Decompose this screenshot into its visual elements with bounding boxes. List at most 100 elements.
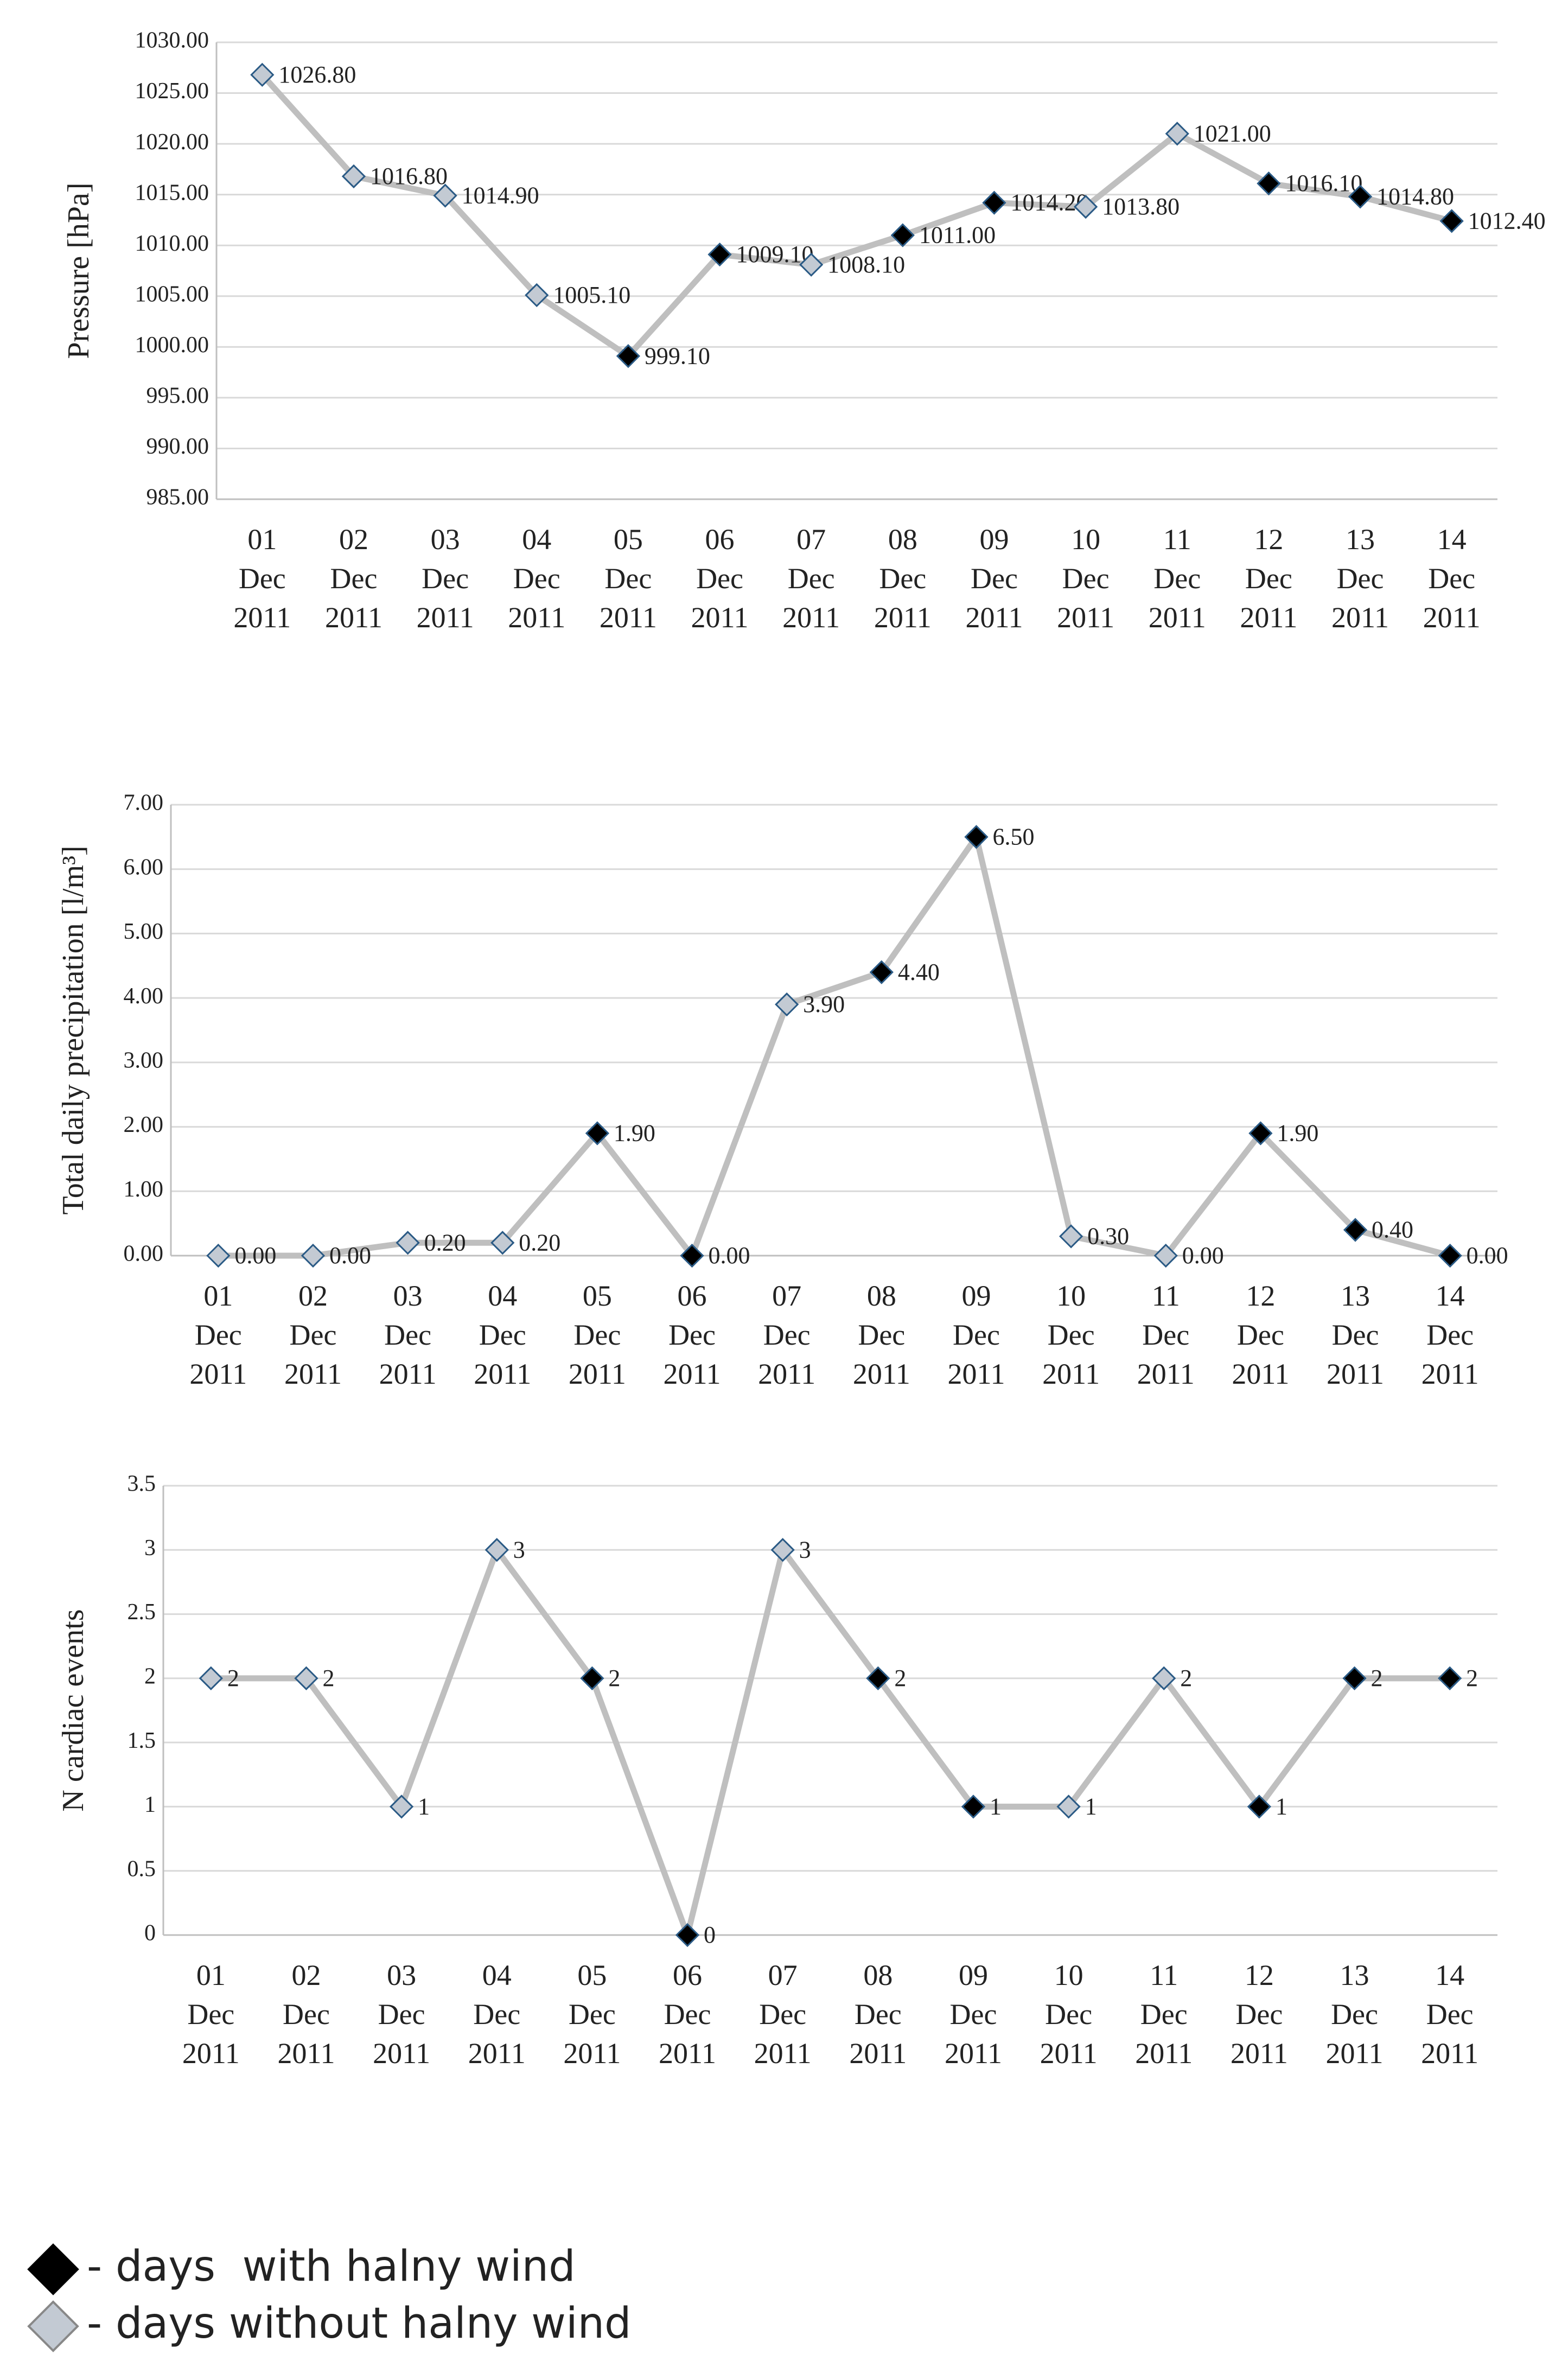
x-tick-label: 10 Dec 2011 (1057, 523, 1115, 634)
y-tick-label: 3 (144, 1536, 156, 1561)
y-tick-label: 1015.00 (135, 180, 209, 205)
data-label: 1026.80 (278, 61, 356, 88)
data-label: 0.40 (1372, 1217, 1413, 1243)
data-point (1247, 1794, 1272, 1819)
data-label: 0.00 (329, 1242, 371, 1269)
data-label: 1009.10 (736, 241, 814, 268)
y-tick-label: 2.00 (124, 1112, 164, 1137)
data-point (206, 1243, 231, 1268)
data-point (389, 1794, 414, 1819)
x-tick-label: 10 Dec 2011 (1042, 1280, 1100, 1390)
data-point (1152, 1666, 1176, 1690)
y-tick-label: 7.00 (124, 791, 164, 816)
data-point (1153, 1243, 1178, 1268)
data-point (301, 1243, 326, 1268)
y-tick-label: 1010.00 (135, 231, 209, 256)
y-tick-label: 3.00 (124, 1048, 164, 1073)
data-point (1342, 1666, 1367, 1690)
data-point (525, 283, 549, 308)
y-tick-label: 2 (144, 1664, 156, 1689)
data-label: 1016.10 (1285, 170, 1362, 196)
y-tick-label: 6.00 (124, 855, 164, 880)
x-tick-label: 04 Dec 2011 (468, 1959, 526, 2070)
x-tick-label: 13 Dec 2011 (1331, 523, 1389, 634)
data-point (1343, 1218, 1368, 1242)
data-label: 0.30 (1087, 1223, 1129, 1249)
x-tick-label: 02 Dec 2011 (284, 1280, 342, 1390)
data-point (707, 242, 732, 267)
x-tick-label: 04 Dec 2011 (474, 1280, 532, 1390)
data-point (982, 190, 1006, 215)
data-label: 0.00 (1182, 1242, 1224, 1269)
y-tick-label: 1.00 (124, 1177, 164, 1202)
data-label: 1005.10 (553, 282, 630, 308)
legend-marker (27, 2243, 79, 2295)
data-line (260, 73, 1453, 359)
data-point (680, 1243, 704, 1268)
x-tick-label: 05 Dec 2011 (599, 523, 657, 634)
data-point (1439, 209, 1464, 233)
data-label: 0.00 (1467, 1242, 1508, 1269)
x-tick-label: 01 Dec 2011 (182, 1959, 240, 2070)
data-label: 2 (894, 1665, 906, 1691)
y-tick-label: 1020.00 (135, 130, 209, 155)
x-tick-label: 06 Dec 2011 (659, 1959, 717, 2070)
data-label: 2 (1180, 1665, 1192, 1691)
data-label: 1 (1276, 1793, 1287, 1820)
x-tick-label: 12 Dec 2011 (1232, 1280, 1290, 1390)
y-tick-label: 2.5 (128, 1600, 156, 1625)
x-tick-label: 11 Dec 2011 (1135, 1959, 1193, 2070)
x-tick-label: 07 Dec 2011 (782, 523, 840, 634)
data-point (770, 1538, 795, 1562)
data-label: 0.20 (519, 1229, 560, 1256)
data-point (1059, 1224, 1083, 1249)
x-tick-label: 10 Dec 2011 (1040, 1959, 1098, 2070)
x-tick-label: 08 Dec 2011 (849, 1959, 907, 2070)
y-tick-label: 1025.00 (135, 79, 209, 104)
y-tick-label: 995.00 (146, 384, 209, 409)
x-tick-label: 05 Dec 2011 (563, 1959, 621, 2070)
x-tick-label: 01 Dec 2011 (233, 523, 291, 634)
data-point (1438, 1243, 1462, 1268)
x-tick-label: 11 Dec 2011 (1137, 1280, 1195, 1390)
data-label: 0.00 (709, 1242, 750, 1269)
x-tick-label: 01 Dec 2011 (189, 1280, 247, 1390)
data-point (1438, 1666, 1462, 1690)
x-tick-label: 02 Dec 2011 (324, 523, 383, 634)
data-point (799, 252, 824, 277)
x-tick-label: 14 Dec 2011 (1423, 523, 1481, 634)
data-label: 2 (1371, 1665, 1383, 1691)
data-point (1056, 1794, 1081, 1819)
data-label: 6.50 (992, 823, 1034, 850)
data-point (250, 62, 275, 87)
y-tick-label: 1.5 (128, 1728, 156, 1753)
y-tick-label: 1 (144, 1792, 156, 1817)
data-point (675, 1923, 700, 1948)
y-tick-label: 0 (144, 1921, 156, 1946)
y-tick-label: 1000.00 (135, 333, 209, 358)
data-label: 1014.80 (1376, 183, 1454, 210)
data-label: 1 (418, 1793, 430, 1820)
x-tick-label: 13 Dec 2011 (1325, 1959, 1384, 2070)
data-line (218, 833, 1451, 1259)
data-point (580, 1666, 604, 1690)
data-label: 1.90 (614, 1120, 655, 1147)
data-label: 1021.00 (1194, 120, 1271, 147)
x-tick-label: 12 Dec 2011 (1230, 1959, 1288, 2070)
data-label: 3 (513, 1536, 525, 1563)
data-label: 1.90 (1277, 1120, 1318, 1147)
y-axis-title: Pressure [hPa] (62, 182, 95, 359)
x-tick-label: 06 Dec 2011 (691, 523, 749, 634)
data-point (616, 344, 641, 368)
data-point (341, 164, 366, 189)
data-label: 1016.80 (370, 163, 448, 189)
x-tick-label: 13 Dec 2011 (1327, 1280, 1385, 1390)
data-label: 0 (704, 1921, 716, 1948)
legend-label: - days with halny wind (87, 2242, 576, 2291)
x-tick-label: 12 Dec 2011 (1240, 523, 1298, 634)
y-tick-label: 0.00 (124, 1242, 164, 1267)
x-tick-label: 09 Dec 2011 (947, 1280, 1005, 1390)
data-label: 1012.40 (1468, 207, 1546, 234)
data-point (961, 1794, 986, 1819)
